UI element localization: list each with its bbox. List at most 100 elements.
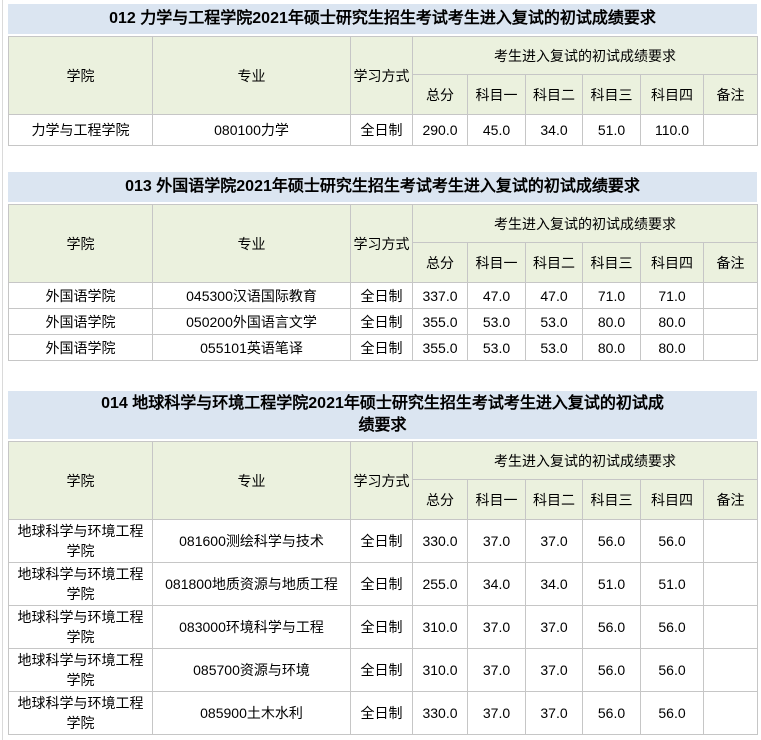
cell-remark [702, 282, 759, 309]
col-header-college: 学院 [8, 204, 153, 283]
col-header-subject2: 科目二 [525, 242, 583, 283]
table-row: 外国语学院 055101英语笔译 全日制 355.0 53.0 53.0 80.… [8, 334, 759, 361]
header-row-1: 学院 专业 学习方式 考生进入复试的初试成绩要求 [8, 36, 759, 115]
col-header-requirements-group: 考生进入复试的初试成绩要求 [411, 204, 759, 243]
cell-total: 310.0 [412, 605, 468, 649]
cell-subject1: 37.0 [467, 691, 526, 735]
cell-college: 地球科学与环境工程学院 [8, 562, 153, 606]
cell-subject4: 56.0 [640, 691, 704, 735]
cell-subject2: 53.0 [525, 334, 583, 361]
cell-college: 地球科学与环境工程学院 [8, 605, 153, 649]
cell-subject3: 56.0 [582, 691, 641, 735]
col-header-total: 总分 [412, 74, 468, 115]
col-header-remark: 备注 [702, 242, 759, 283]
col-header-major: 专业 [152, 36, 351, 115]
cell-remark [702, 648, 759, 692]
col-header-subject2: 科目二 [525, 479, 583, 520]
col-header-requirements-group: 考生进入复试的初试成绩要求 [411, 36, 759, 75]
cell-study-mode: 全日制 [350, 562, 413, 606]
col-header-subject3: 科目三 [582, 479, 641, 520]
cell-subject3: 51.0 [582, 114, 641, 146]
cell-subject2: 34.0 [525, 562, 583, 606]
cell-college: 外国语学院 [8, 282, 153, 309]
table-row: 地球科学与环境工程学院 081600测绘科学与技术 全日制 330.0 37.0… [8, 519, 759, 563]
cell-college: 外国语学院 [8, 334, 153, 361]
table-head: 学院 专业 学习方式 考生进入复试的初试成绩要求 总分 科目一 科目二 科目三 … [8, 36, 759, 115]
col-header-remark: 备注 [702, 74, 759, 115]
cell-total: 355.0 [412, 308, 468, 335]
cell-subject1: 37.0 [467, 519, 526, 563]
cell-subject2: 34.0 [525, 114, 583, 146]
table-head: 学院 专业 学习方式 考生进入复试的初试成绩要求 总分 科目一 科目二 科目三 … [8, 441, 759, 520]
table-title: 014 地球科学与环境工程学院2021年硕士研究生招生考试考生进入复试的初试成绩… [8, 391, 757, 439]
col-header-subject3: 科目三 [582, 74, 641, 115]
cell-major: 085900土木水利 [152, 691, 351, 735]
cell-subject1: 53.0 [467, 334, 526, 361]
cell-college: 力学与工程学院 [8, 114, 153, 146]
cell-subject2: 37.0 [525, 691, 583, 735]
cell-total: 330.0 [412, 519, 468, 563]
cell-study-mode: 全日制 [350, 519, 413, 563]
cell-subject1: 53.0 [467, 308, 526, 335]
cell-subject4: 56.0 [640, 648, 704, 692]
cell-subject3: 56.0 [582, 519, 641, 563]
cell-subject1: 45.0 [467, 114, 526, 146]
cell-major: 081800地质资源与地质工程 [152, 562, 351, 606]
cell-subject2: 53.0 [525, 308, 583, 335]
cell-remark [702, 519, 759, 563]
table-row: 地球科学与环境工程学院 085700资源与环境 全日制 310.0 37.0 3… [8, 648, 759, 692]
table-title: 013 外国语学院2021年硕士研究生招生考试考生进入复试的初试成绩要求 [8, 172, 757, 202]
col-header-study-mode: 学习方式 [350, 36, 413, 115]
score-table: 学院 专业 学习方式 考生进入复试的初试成绩要求 总分 科目一 科目二 科目三 … [8, 441, 759, 735]
table-body: 外国语学院 045300汉语国际教育 全日制 337.0 47.0 47.0 7… [8, 282, 759, 361]
cell-subject2: 47.0 [525, 282, 583, 309]
table-body: 地球科学与环境工程学院 081600测绘科学与技术 全日制 330.0 37.0… [8, 519, 759, 735]
col-header-total: 总分 [412, 242, 468, 283]
col-header-subject1: 科目一 [467, 74, 526, 115]
cell-college: 地球科学与环境工程学院 [8, 691, 153, 735]
left-gridline [2, 0, 3, 740]
header-row-2: 总分 科目一 科目二 科目三 科目四 备注 [9, 479, 759, 520]
cell-total: 330.0 [412, 691, 468, 735]
cell-remark [702, 114, 759, 146]
cell-total: 290.0 [412, 114, 468, 146]
col-header-major: 专业 [152, 441, 351, 520]
cell-subject2: 37.0 [525, 648, 583, 692]
header-row-1: 学院 专业 学习方式 考生进入复试的初试成绩要求 [8, 204, 759, 283]
score-table-section: 012 力学与工程学院2021年硕士研究生招生考试考生进入复试的初试成绩要求 学… [8, 4, 759, 146]
cell-subject4: 71.0 [640, 282, 704, 309]
cell-subject1: 37.0 [467, 605, 526, 649]
tables-container: 012 力学与工程学院2021年硕士研究生招生考试考生进入复试的初试成绩要求 学… [8, 4, 759, 735]
col-header-subject2: 科目二 [525, 74, 583, 115]
col-header-requirements-group: 考生进入复试的初试成绩要求 [411, 441, 759, 480]
col-header-study-mode: 学习方式 [350, 204, 413, 283]
cell-subject1: 37.0 [467, 648, 526, 692]
col-header-major: 专业 [152, 204, 351, 283]
cell-major: 081600测绘科学与技术 [152, 519, 351, 563]
cell-subject3: 80.0 [582, 308, 641, 335]
cell-study-mode: 全日制 [350, 648, 413, 692]
cell-study-mode: 全日制 [350, 114, 413, 146]
table-row: 外国语学院 050200外国语言文学 全日制 355.0 53.0 53.0 8… [8, 308, 759, 335]
col-header-total: 总分 [412, 479, 468, 520]
table-row: 力学与工程学院 080100力学 全日制 290.0 45.0 34.0 51.… [8, 114, 759, 146]
table-row: 外国语学院 045300汉语国际教育 全日制 337.0 47.0 47.0 7… [8, 282, 759, 309]
cell-study-mode: 全日制 [350, 282, 413, 309]
cell-remark [702, 562, 759, 606]
cell-study-mode: 全日制 [350, 605, 413, 649]
cell-subject4: 51.0 [640, 562, 704, 606]
cell-remark [702, 334, 759, 361]
cell-college: 地球科学与环境工程学院 [8, 648, 153, 692]
cell-subject4: 56.0 [640, 605, 704, 649]
cell-major: 080100力学 [152, 114, 351, 146]
col-header-subject4: 科目四 [640, 242, 704, 283]
table-title: 012 力学与工程学院2021年硕士研究生招生考试考生进入复试的初试成绩要求 [8, 4, 757, 34]
cell-major: 085700资源与环境 [152, 648, 351, 692]
cell-subject3: 71.0 [582, 282, 641, 309]
cell-college: 地球科学与环境工程学院 [8, 519, 153, 563]
header-row-2: 总分 科目一 科目二 科目三 科目四 备注 [9, 74, 759, 115]
header-row-2: 总分 科目一 科目二 科目三 科目四 备注 [9, 242, 759, 283]
score-table-section: 014 地球科学与环境工程学院2021年硕士研究生招生考试考生进入复试的初试成绩… [8, 391, 759, 735]
cell-major: 055101英语笔译 [152, 334, 351, 361]
